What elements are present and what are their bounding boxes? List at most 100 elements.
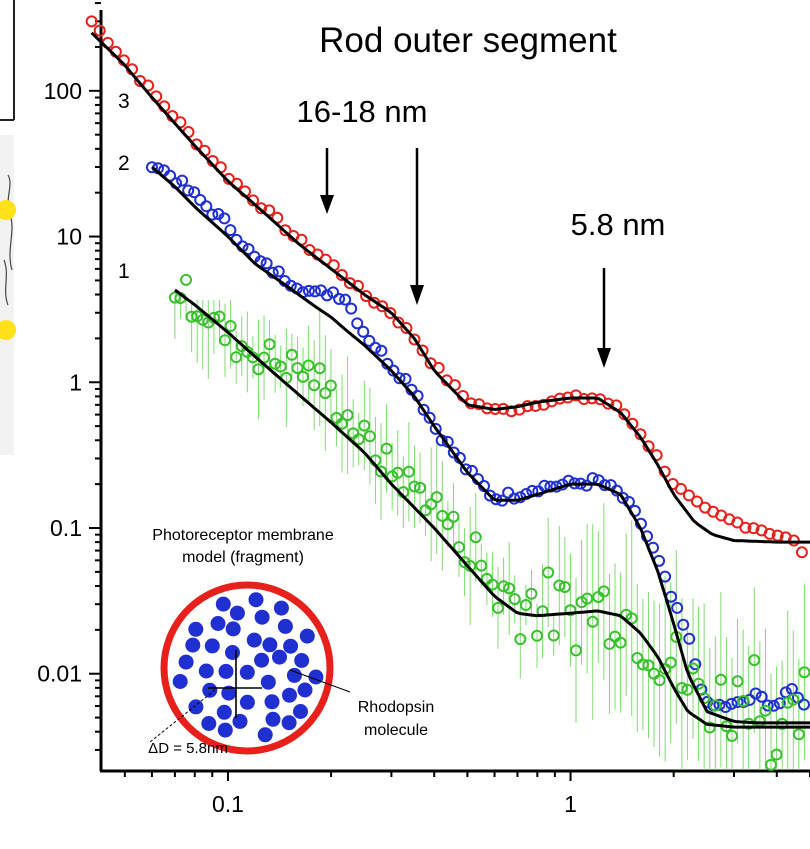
ticks <box>89 2 810 781</box>
data-point-1 <box>402 465 415 478</box>
rhodopsin-dot <box>178 654 194 670</box>
arrow-head <box>597 348 611 368</box>
data-point-1 <box>508 593 521 606</box>
data-point-2 <box>333 292 346 305</box>
arrow-head <box>410 285 424 305</box>
data-point-1 <box>714 673 727 686</box>
data-point-1 <box>514 633 527 646</box>
data-point-1 <box>219 334 232 347</box>
data-point-1 <box>625 612 638 625</box>
data-point-1 <box>441 518 454 531</box>
data-point-1 <box>770 748 783 761</box>
data-point-3 <box>85 15 98 28</box>
data-point-3 <box>343 277 356 290</box>
fit-curves <box>90 31 810 729</box>
data-point-1 <box>302 359 315 372</box>
data-point-1 <box>196 313 209 326</box>
data-point-1 <box>564 604 577 617</box>
molecule-leader <box>289 669 351 693</box>
data-point-1 <box>597 585 610 598</box>
data-point-2 <box>176 174 189 187</box>
data-point-1 <box>787 693 800 706</box>
rhodopsin-dot <box>221 685 237 701</box>
data-point-3 <box>360 290 373 303</box>
data-point-2 <box>327 286 340 299</box>
data-point-2 <box>145 161 158 174</box>
data-point-3 <box>787 534 800 547</box>
data-point-1 <box>414 481 427 494</box>
molecule-label-line1: Rhodopsin <box>358 699 435 716</box>
data-point-1 <box>664 656 677 669</box>
data-point-1 <box>213 310 226 323</box>
data-point-1 <box>168 291 181 304</box>
rhodopsin-dot <box>232 713 248 729</box>
x-tick-label: 0.1 <box>212 791 244 817</box>
data-point-1 <box>519 599 532 612</box>
data-point-3 <box>529 399 542 412</box>
data-point-3 <box>416 344 429 357</box>
data-point-2 <box>417 403 430 416</box>
data-point-1 <box>503 582 516 595</box>
rhodopsin-dot <box>239 694 255 710</box>
data-point-1 <box>792 728 805 741</box>
inset-title-line2: model (fragment) <box>182 549 304 566</box>
data-point-1 <box>486 578 499 591</box>
rhodopsin-dot <box>202 682 218 698</box>
data-point-1 <box>798 666 810 679</box>
data-point-1 <box>553 579 566 592</box>
data-point-1 <box>687 662 700 675</box>
rhodopsin-dot <box>215 596 231 612</box>
series-label-2: 2 <box>118 152 130 175</box>
data-point-1 <box>185 310 198 323</box>
molecule-label-line2: molecule <box>364 722 428 739</box>
data-point-2 <box>308 285 321 298</box>
axes <box>99 10 810 773</box>
data-point-1 <box>313 362 326 375</box>
data-point-1 <box>447 510 460 523</box>
fit-curve-2 <box>151 165 810 725</box>
data-point-1 <box>614 636 627 649</box>
data-point-1 <box>180 273 193 286</box>
data-point-2 <box>459 463 472 476</box>
rhodopsin-dot <box>286 667 302 683</box>
data-point-2 <box>375 344 388 357</box>
rhodopsin-dot <box>293 704 308 719</box>
data-point-2 <box>321 289 334 302</box>
data-point-2 <box>339 293 352 306</box>
data-point-1 <box>492 601 505 614</box>
data-point-1 <box>285 348 298 361</box>
data-point-3 <box>392 316 405 329</box>
data-point-3 <box>255 202 268 215</box>
rhodopsin-dot <box>225 645 240 660</box>
data-point-1 <box>653 674 666 687</box>
rhodopsin-dot <box>257 727 273 743</box>
y-tick-label: 1 <box>69 369 82 395</box>
membrane-model-inset: Photoreceptor membrane model (fragment) … <box>148 527 434 757</box>
data-point-3 <box>408 333 421 346</box>
data-point-1 <box>759 704 772 717</box>
data-point-2 <box>345 302 358 315</box>
data-point-3 <box>690 495 703 508</box>
data-point-1 <box>737 695 750 708</box>
data-point-1 <box>525 587 538 600</box>
data-point-1 <box>308 379 321 392</box>
data-point-1 <box>297 370 310 383</box>
data-point-1 <box>436 509 449 522</box>
rhodopsin-dot <box>294 653 310 668</box>
rhodopsin-dot <box>254 609 270 625</box>
arrow-head <box>320 195 334 214</box>
data-point-2 <box>351 317 364 330</box>
rhodopsin-dot <box>260 674 276 690</box>
series-label-3: 3 <box>118 90 130 113</box>
data-point-2 <box>200 200 213 213</box>
data-point-2 <box>194 193 207 206</box>
data-point-1 <box>363 430 376 443</box>
data-point-2 <box>206 208 219 221</box>
data-point-1 <box>352 433 365 446</box>
fit-curve-1 <box>174 288 810 729</box>
y-tick-label: 0.01 <box>37 661 82 687</box>
data-point-1 <box>391 466 404 479</box>
rhodopsin-dot <box>204 638 220 654</box>
data-point-1 <box>675 681 688 694</box>
rhodopsin-dot <box>299 628 315 644</box>
